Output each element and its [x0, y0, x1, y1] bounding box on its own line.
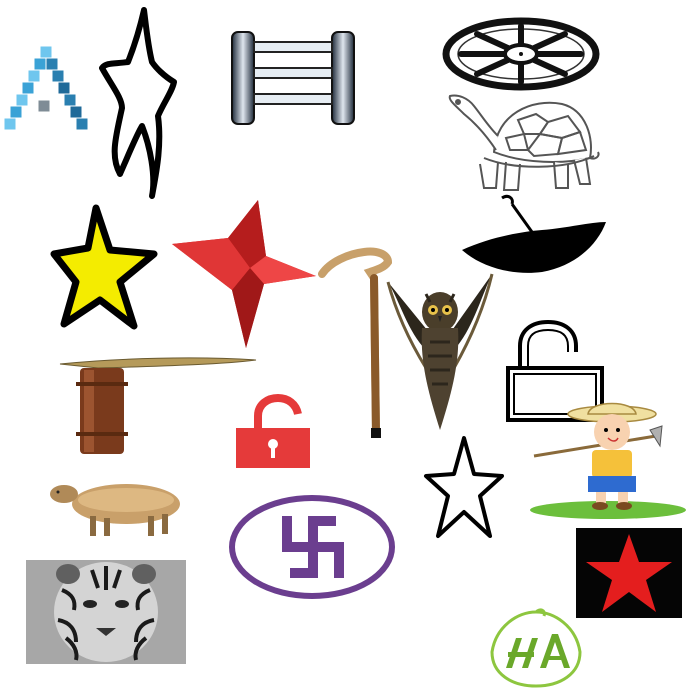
walking-cane-icon — [318, 244, 393, 440]
sheep-icon — [48, 478, 188, 538]
red-star-on-black-icon — [576, 528, 682, 618]
hand-drawn-star-icon — [98, 6, 178, 200]
green-leaf-logo-icon — [488, 608, 584, 688]
upside-down-umbrella-icon — [458, 192, 608, 276]
cartoon-farmer-boy-icon — [528, 400, 688, 520]
ladder-icon — [228, 30, 358, 126]
red-3d-star-icon — [170, 198, 318, 350]
purple-swastika-emblem-icon — [228, 494, 396, 600]
scythe-icon — [58, 352, 258, 456]
yellow-star-icon — [50, 202, 158, 332]
red-open-padlock-icon — [234, 393, 312, 470]
black-outline-star-icon — [424, 434, 504, 540]
isometric-cube-stairs-icon — [2, 44, 90, 138]
wagon-wheel-icon — [442, 17, 600, 91]
tortoise-outline-icon — [444, 92, 604, 196]
grayscale-tiger-photo-icon — [26, 560, 186, 664]
owl-icon — [386, 272, 494, 432]
